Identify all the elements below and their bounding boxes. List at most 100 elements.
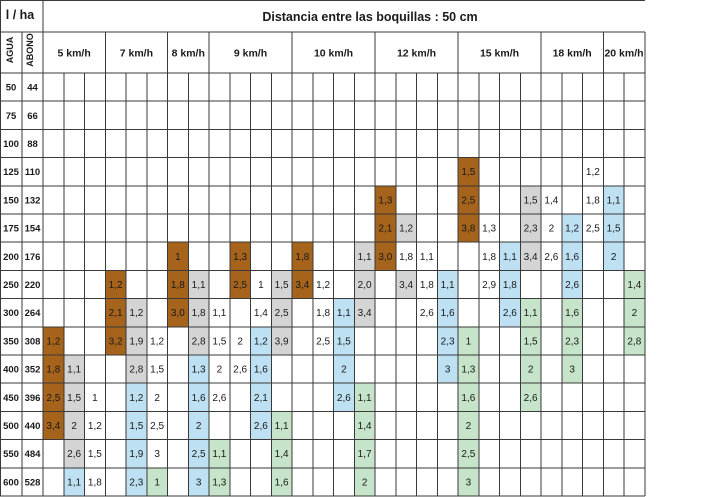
agua-value: 150	[3, 195, 19, 206]
cell-fill-green	[458, 383, 479, 412]
cell-fill-brown	[167, 242, 189, 271]
cell-fill-blue	[437, 326, 458, 355]
cell-fill-grey	[395, 214, 417, 243]
cell-value: 3,0	[378, 252, 392, 263]
cell-fill-grey	[126, 298, 147, 327]
cell-value: 1,7	[358, 449, 372, 460]
cell-value: 1,1	[358, 393, 372, 404]
cell-value: 3,4	[295, 280, 309, 291]
cell-value: 1,5	[524, 336, 538, 347]
cell-value: 2,8	[627, 336, 641, 347]
cell-value: 1,6	[275, 477, 289, 488]
cell-value: 1,6	[192, 393, 206, 404]
cell-value: 2,5	[461, 195, 475, 206]
cell-value: 2	[466, 421, 472, 432]
speed-header: 18 km/h	[553, 48, 592, 60]
cell-value: 2	[237, 336, 243, 347]
cell-value: 1,8	[192, 308, 206, 319]
abono-value: 528	[25, 477, 41, 488]
cell-fill-grey	[188, 326, 209, 355]
cell-value: 1,8	[171, 280, 185, 291]
cell-fill-brown	[43, 411, 64, 440]
cell-value: 2,6	[233, 365, 247, 376]
cell-fill-green	[520, 298, 541, 327]
agua-value: 600	[3, 477, 19, 488]
agua-column-header: AGUA	[5, 36, 15, 63]
cell-value: 2,5	[461, 449, 475, 460]
cell-value: 1,2	[150, 336, 164, 347]
cell-value: 1,1	[503, 252, 517, 263]
abono-value: 110	[25, 167, 40, 178]
cell-fill-green	[520, 355, 541, 384]
cell-value: 1,2	[129, 393, 143, 404]
cell-value: 1,4	[275, 449, 289, 460]
cell-value: 1,8	[420, 280, 434, 291]
agua-value: 50	[6, 83, 17, 94]
cell-fill-brown	[105, 326, 126, 355]
cell-fill-brown	[229, 242, 251, 271]
agua-value: 250	[3, 280, 19, 291]
cell-value: 2	[71, 421, 77, 432]
agua-value: 300	[3, 308, 19, 319]
cell-value: 2,5	[275, 308, 289, 319]
cell-value: 3,9	[275, 336, 289, 347]
cell-fill-grey	[188, 298, 209, 327]
cell-value: 1,5	[461, 167, 475, 178]
cell-fill-blue	[437, 355, 458, 384]
cell-fill-grey	[126, 355, 147, 384]
cell-fill-blue	[437, 298, 458, 327]
cell-fill-blue	[499, 270, 521, 299]
cell-value: 1,9	[129, 336, 143, 347]
cell-fill-blue	[126, 411, 147, 440]
cell-fill-blue	[499, 298, 521, 327]
agua-value: 500	[3, 421, 19, 432]
cell-fill-blue	[333, 355, 355, 384]
cell-value: 3,0	[171, 308, 185, 319]
abono-value: 176	[25, 252, 41, 263]
cell-fill-brown	[105, 298, 126, 327]
cell-value: 2,5	[586, 224, 600, 235]
cell-fill-green	[354, 383, 375, 412]
cell-value: 2,5	[150, 421, 164, 432]
cell-value: 1,5	[150, 365, 164, 376]
cell-value: 1,1	[67, 365, 81, 376]
cell-value: 2,1	[254, 393, 268, 404]
cell-fill-green	[354, 439, 375, 468]
cell-value: 1,8	[295, 252, 309, 263]
cell-value: 2,5	[192, 449, 206, 460]
cell-value: 1,5	[275, 280, 289, 291]
cell-value: 2	[196, 421, 202, 432]
abono-value: 264	[25, 308, 42, 319]
cell-fill-grey	[395, 270, 417, 299]
cell-fill-brown	[375, 185, 396, 214]
cell-fill-grey	[354, 298, 375, 327]
cell-fill-grey	[271, 270, 292, 299]
cell-value: 1,5	[88, 449, 102, 460]
cell-value: 3,8	[461, 224, 475, 235]
cell-value: 1	[92, 393, 98, 404]
cell-fill-blue	[561, 270, 583, 299]
cell-value: 1,8	[482, 252, 496, 263]
cell-value: 2,8	[192, 336, 206, 347]
cell-fill-brown	[458, 157, 479, 186]
cell-value: 1,4	[254, 308, 268, 319]
cell-value: 2,6	[420, 308, 434, 319]
speed-header: 7 km/h	[120, 48, 153, 60]
cell-fill-blue	[603, 242, 624, 271]
cell-value: 1,1	[524, 308, 538, 319]
cell-value: 2	[217, 365, 223, 376]
speed-header: 10 km/h	[314, 48, 353, 60]
cell-fill-blue	[333, 383, 355, 412]
cell-fill-brown	[458, 214, 479, 243]
cell-fill-green	[271, 439, 292, 468]
cell-value: 2,6	[67, 449, 81, 460]
cell-value: 2,6	[254, 421, 268, 432]
cell-value: 1,6	[565, 308, 579, 319]
cell-fill-blue	[499, 242, 521, 271]
cell-fill-green	[624, 298, 645, 327]
cell-value: 1,3	[233, 252, 247, 263]
cell-fill-blue	[561, 242, 583, 271]
cell-value: 1,1	[358, 252, 372, 263]
cell-value: 3,4	[399, 280, 413, 291]
cell-fill-grey	[126, 326, 147, 355]
